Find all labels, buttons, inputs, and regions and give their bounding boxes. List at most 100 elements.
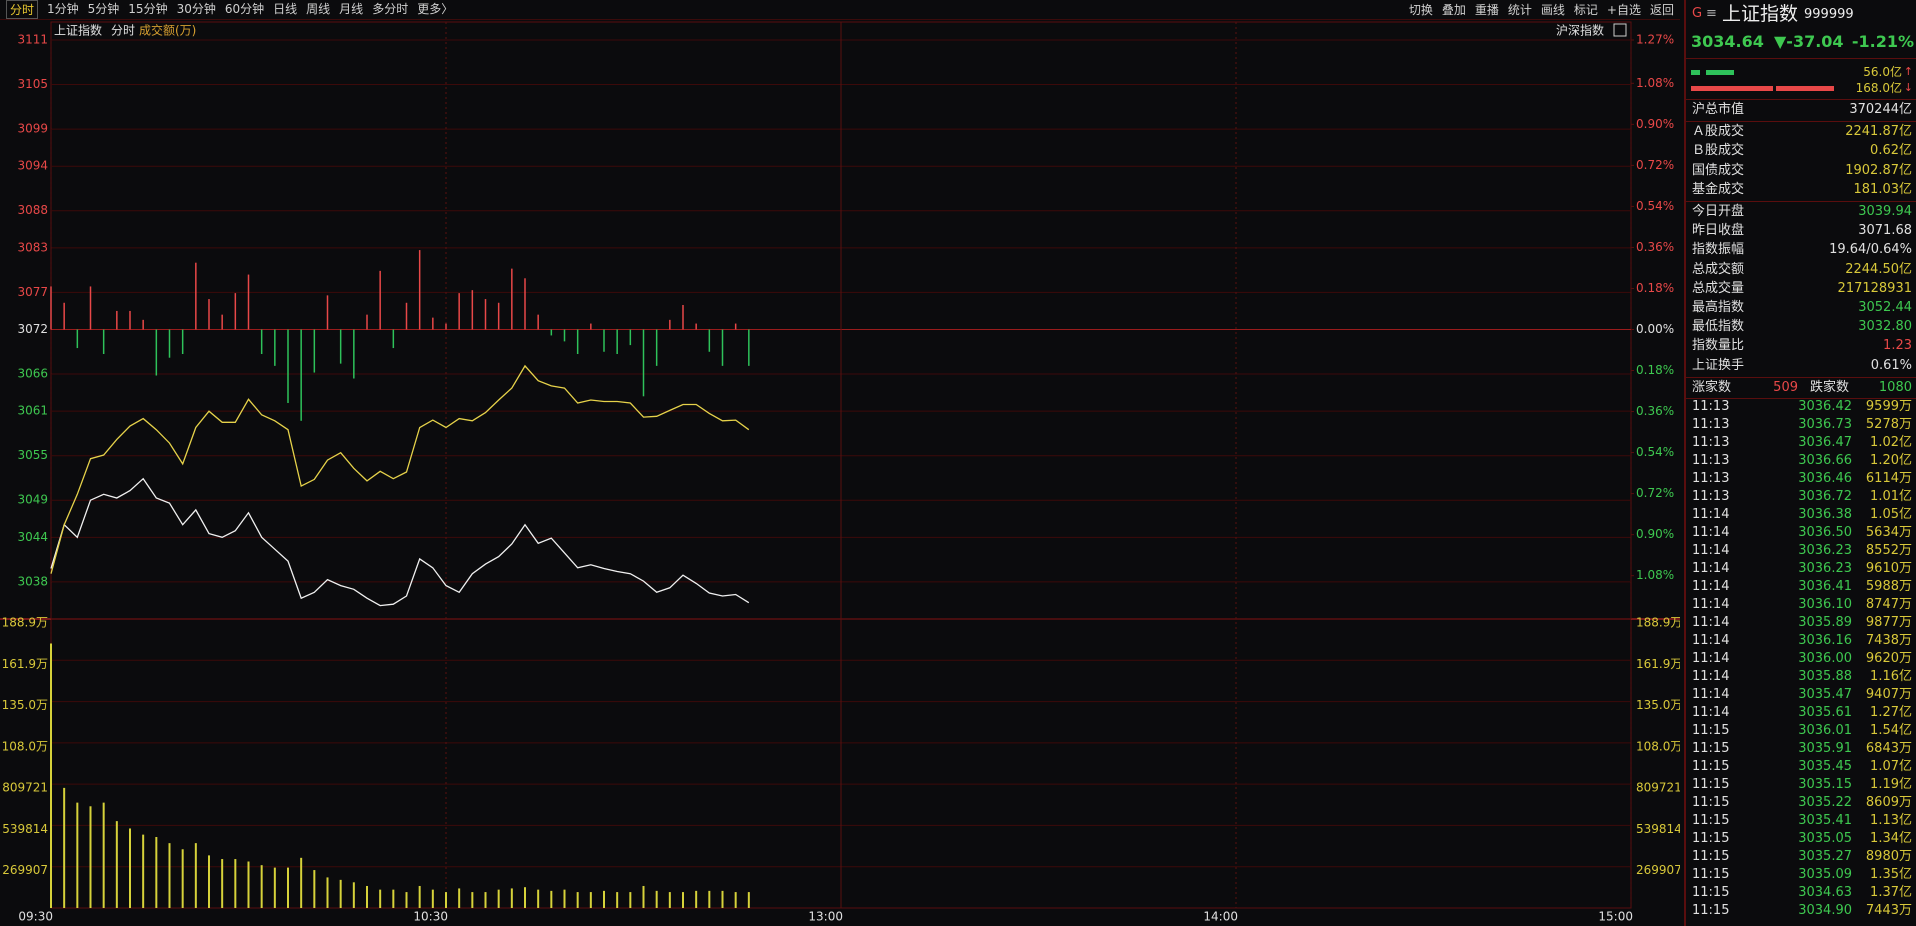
- period-tab[interactable]: 60分钟: [224, 2, 265, 16]
- tick-price: 3035.89: [1798, 615, 1852, 630]
- volume-tick-label: 188.9万: [2, 616, 48, 630]
- tool-button[interactable]: 统计: [1507, 3, 1532, 17]
- tick-price: 3036.10: [1798, 597, 1852, 612]
- stat-label: 上证换手: [1692, 357, 1745, 373]
- y-tick-label: 3055: [17, 448, 48, 462]
- y2-tick-label: 0.54%: [1636, 445, 1674, 459]
- period-tab[interactable]: 更多〉: [417, 2, 454, 16]
- period-tab[interactable]: 30分钟: [176, 2, 216, 16]
- x-tick-label: 13:00: [808, 910, 843, 924]
- period-tab[interactable]: 分时: [6, 0, 39, 19]
- period-tab[interactable]: 周线: [306, 2, 331, 16]
- tick-volume: 1.34亿: [1870, 831, 1912, 846]
- period-tab[interactable]: 5分钟: [87, 2, 120, 16]
- tick-time: 11:15: [1692, 867, 1730, 882]
- x-tick-label: 14:00: [1203, 910, 1238, 924]
- tick-volume: 1.37亿: [1870, 885, 1912, 900]
- tick-price: 3036.50: [1798, 525, 1852, 540]
- tick-price: 3035.47: [1798, 687, 1852, 702]
- tick-price: 3035.41: [1798, 813, 1852, 828]
- tick-price: 3035.09: [1798, 867, 1852, 882]
- sep: [1686, 201, 1916, 202]
- y2-tick-label: 0.36%: [1636, 404, 1674, 418]
- tick-time: 11:13: [1692, 453, 1730, 468]
- price-change: ▼-37.04: [1774, 32, 1844, 51]
- tick-price: 3036.66: [1798, 453, 1852, 468]
- y-tick-label: 3061: [17, 404, 48, 418]
- tick-time: 11:15: [1692, 813, 1730, 828]
- stat-value: 2241.87亿: [1845, 124, 1912, 140]
- y-tick-label: 3077: [17, 285, 48, 299]
- period-tab[interactable]: 多分时: [372, 2, 409, 16]
- stat-value: 0.61%: [1870, 357, 1912, 373]
- y-tick-label: 3066: [17, 367, 48, 381]
- chart-title: 上证指数: [54, 23, 102, 38]
- buy-arrow: ↑: [1903, 65, 1913, 78]
- period-tab[interactable]: 15分钟: [128, 2, 168, 16]
- stat-label: 昨日收盘: [1692, 223, 1745, 239]
- y2-tick-label: 0.18%: [1636, 363, 1674, 377]
- toolbar: 分时 1分钟 5分钟 15分钟 30分钟 60分钟 日线 周线 月线 多分时 更多〉 切换 叠加 重播统…: [0, 0, 1680, 20]
- mode-label: 分时: [111, 24, 135, 38]
- tick-time: 11:14: [1692, 561, 1730, 576]
- price-line: [50, 477, 750, 607]
- volume-label: 成交额(万): [139, 23, 196, 38]
- tick-volume: 6843万: [1865, 741, 1912, 756]
- down-label: 跌家数: [1810, 379, 1850, 395]
- tool-button[interactable]: 标记: [1573, 3, 1598, 17]
- tick-time: 11:13: [1692, 489, 1730, 504]
- tick-price: 3036.01: [1798, 723, 1852, 738]
- sell-bar: [1776, 86, 1834, 91]
- tick-price: 3036.42: [1798, 399, 1852, 414]
- up-label: 涨家数: [1692, 379, 1732, 395]
- tick-volume: 9620万: [1865, 651, 1912, 666]
- tick-volume: 5988万: [1865, 579, 1912, 594]
- tool-button[interactable]: 返回: [1649, 3, 1674, 17]
- buy-amount: 56.0亿: [1863, 65, 1902, 79]
- tick-price: 3034.90: [1798, 903, 1852, 918]
- tick-price: 3036.47: [1798, 435, 1852, 450]
- tick-time: 11:15: [1692, 831, 1730, 846]
- stat-label: Ａ股成交: [1692, 124, 1745, 140]
- tick-volume: 1.02亿: [1870, 435, 1912, 450]
- tick-price: 3035.45: [1798, 759, 1852, 774]
- tick-volume: 1.05亿: [1870, 507, 1912, 522]
- tick-price: 3036.00: [1798, 651, 1852, 666]
- index-label: 沪深指数: [1556, 23, 1604, 38]
- tick-time: 11:13: [1692, 471, 1730, 486]
- volume-tick-label: 135.0万: [2, 698, 48, 712]
- tick-price: 3036.23: [1798, 543, 1852, 558]
- stat-value: 3071.68: [1858, 223, 1912, 239]
- tool-button[interactable]: +自选: [1606, 3, 1641, 17]
- market-flag: G: [1692, 6, 1703, 21]
- period-tab[interactable]: 日线: [273, 2, 298, 16]
- buy-bar: [1691, 70, 1700, 75]
- y-tick-label: 3088: [17, 203, 48, 217]
- tool-button[interactable]: 叠加: [1441, 3, 1466, 17]
- tool-button[interactable]: 画线: [1540, 3, 1565, 17]
- tick-volume: 1.54亿: [1870, 723, 1912, 738]
- period-tab[interactable]: 1分钟: [47, 2, 79, 16]
- tick-volume: 8747万: [1865, 597, 1912, 612]
- tick-price: 3036.73: [1798, 417, 1852, 432]
- index-name: 上证指数: [1722, 3, 1799, 25]
- stat-value: 370244亿: [1849, 102, 1912, 117]
- stat-value: 2244.50亿: [1845, 261, 1912, 277]
- tick-time: 11:15: [1692, 723, 1730, 738]
- tick-time: 11:15: [1692, 777, 1730, 792]
- tool-button[interactable]: 重播: [1474, 3, 1499, 17]
- tick-time: 11:15: [1692, 759, 1730, 774]
- tick-price: 3035.22: [1798, 795, 1852, 810]
- tick-time: 11:14: [1692, 507, 1730, 522]
- volume-tick-label: 161.9万: [2, 657, 48, 671]
- stat-value: 217128931: [1837, 280, 1912, 296]
- stat-value: 3039.94: [1858, 204, 1912, 219]
- period-tab[interactable]: 月线: [339, 2, 364, 16]
- tick-time: 11:14: [1692, 525, 1730, 540]
- tick-volume: 1.07亿: [1870, 759, 1912, 774]
- tick-time: 11:13: [1692, 417, 1730, 432]
- tool-button[interactable]: 切换: [1408, 3, 1433, 17]
- tick-price: 3036.38: [1798, 507, 1852, 522]
- tick-time: 11:14: [1692, 633, 1730, 648]
- up-count: 509: [1773, 379, 1798, 395]
